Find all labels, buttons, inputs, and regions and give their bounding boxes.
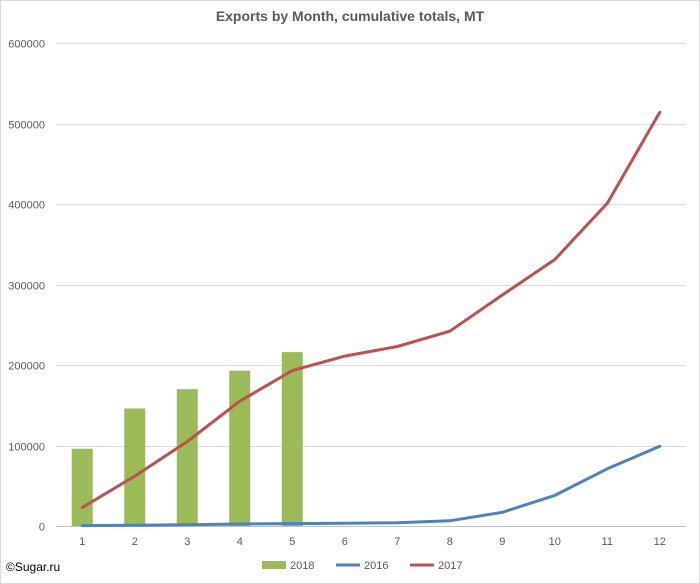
bar-2018 (71, 448, 93, 526)
x-tick-label: 5 (289, 536, 295, 548)
x-tick-label: 10 (549, 536, 561, 548)
copyright-credit: ©Sugar.ru (6, 560, 61, 574)
y-tick-label: 100000 (8, 442, 45, 454)
bar-2018 (229, 370, 251, 526)
y-tick-label: 0 (39, 522, 45, 534)
chart-title: Exports by Month, cumulative totals, MT (215, 8, 485, 24)
y-tick-label: 400000 (8, 200, 45, 212)
y-tick-label: 300000 (8, 281, 45, 293)
x-tick-label: 6 (342, 536, 348, 548)
x-tick-label: 11 (602, 536, 613, 548)
x-tick-label: 8 (447, 536, 453, 548)
legend-label-2017: 2017 (438, 560, 462, 572)
bar-2018 (124, 408, 146, 526)
bar-2018 (281, 352, 303, 526)
legend-label-2016: 2016 (364, 560, 388, 572)
y-tick-label: 500000 (8, 120, 45, 132)
x-tick-label: 12 (654, 536, 666, 548)
y-tick-label: 200000 (8, 361, 45, 373)
line-series-2017 (80, 110, 662, 509)
legend-label-2018: 2018 (290, 560, 314, 572)
legend-swatch-2018 (262, 561, 286, 569)
x-tick-label: 9 (499, 536, 505, 548)
x-tick-label: 4 (237, 536, 243, 548)
y-tick-label: 600000 (8, 39, 45, 51)
bar-2018 (176, 389, 198, 526)
x-tick-label: 3 (184, 536, 190, 548)
line-series-2016 (80, 444, 662, 528)
x-tick-label: 1 (79, 536, 85, 548)
x-tick-label: 2 (132, 536, 138, 548)
x-tick-label: 7 (394, 536, 400, 548)
